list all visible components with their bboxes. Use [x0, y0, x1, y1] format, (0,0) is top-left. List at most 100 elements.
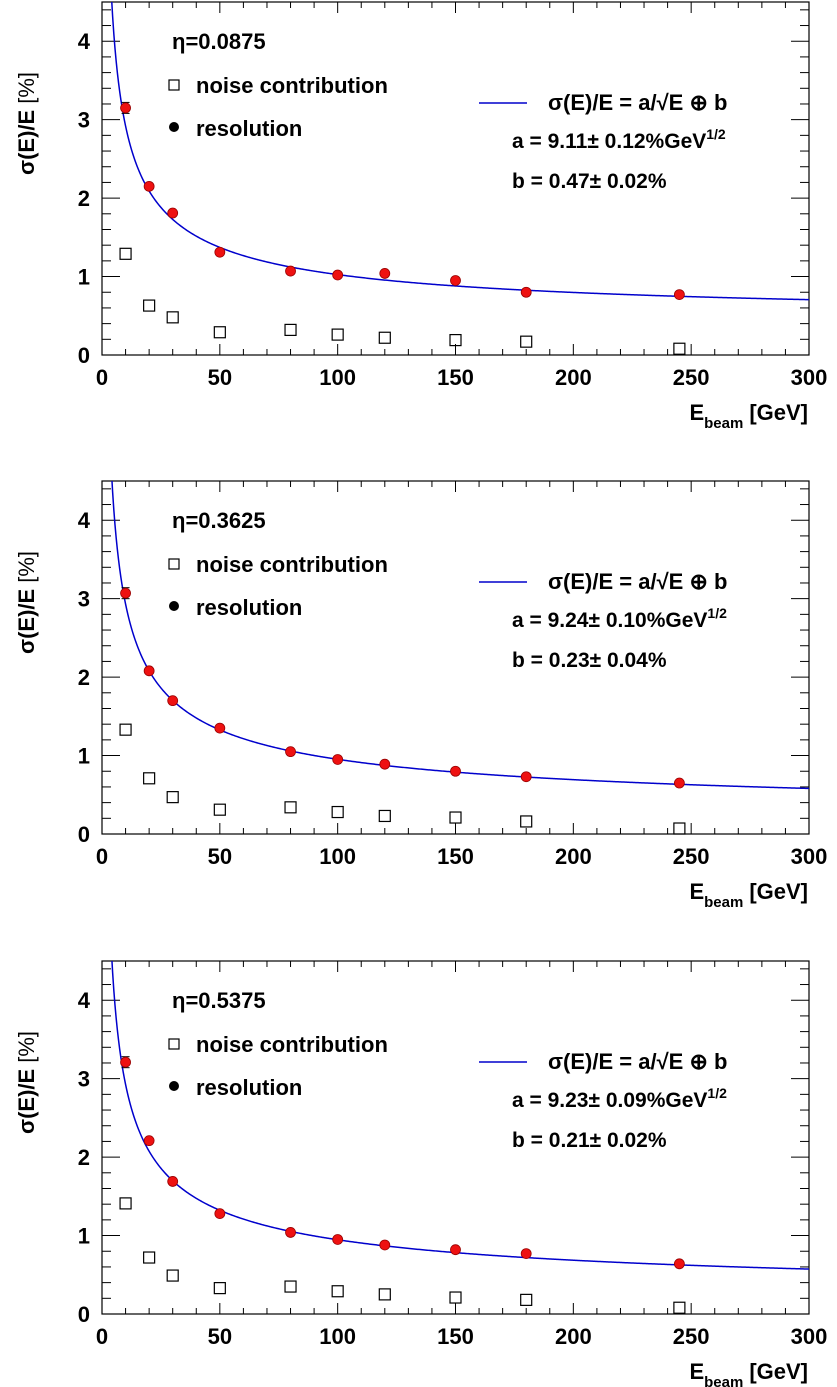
chart-panel-1: 0 50 100 150 200 250 300 0 1 2 3 4 η=0.0875 noise con…: [14, 1, 827, 432]
legend-noise-label: noise contribution: [196, 552, 388, 577]
x-tick-label: 50: [208, 365, 232, 390]
y-tick-label: 3: [78, 108, 90, 133]
y-axis-title: σ(E)/E [%]: [14, 1031, 39, 1134]
noise-point: [284, 323, 297, 336]
y-axis-title-unit: [%]: [14, 1031, 39, 1063]
y-tick-label: 2: [78, 186, 90, 211]
x-tick-label: 50: [208, 844, 232, 869]
x-axis-title-unit: [GeV]: [749, 1359, 808, 1384]
x-tick-label: 0: [96, 1324, 108, 1349]
resolution-point: [520, 1248, 532, 1259]
legend-fit-formula: σ(E)/E = a/√E ⊕ b: [548, 90, 727, 115]
chart-panel-3: 0 50 100 150 200 250 300 0 1 2 3 4 η=0.5375 noise con…: [14, 960, 828, 1387]
noise-point: [520, 335, 533, 348]
resolution-point: [520, 771, 532, 783]
noise-point: [449, 333, 462, 347]
noise-point: [143, 299, 156, 312]
y-tick-label: 3: [78, 587, 90, 612]
x-axis-title-subscript: beam: [704, 415, 743, 432]
resolution-point: [285, 1227, 296, 1238]
x-tick-label: 250: [673, 365, 710, 390]
resolution-point: [214, 722, 226, 734]
fit-param-a: a = 9.24± 0.10%GeV1/2: [512, 605, 727, 632]
fit-param-a-text: a = 9.23± 0.09%GeV: [512, 1089, 707, 1112]
plot-frame: [101, 480, 810, 835]
noise-point: [119, 1197, 132, 1210]
resolution-point: [285, 746, 296, 758]
noise-point: [673, 342, 686, 355]
y-axis-title: σ(E)/E [%]: [14, 551, 39, 654]
y-tick-label: 0: [78, 1302, 90, 1327]
resolution-point: [673, 777, 685, 789]
y-tick-label: 4: [78, 508, 91, 533]
x-tick-label: 100: [319, 1324, 356, 1349]
resolution-point: [143, 180, 155, 192]
x-tick-label: 150: [437, 844, 474, 869]
y-axis-title: σ(E)/E [%]: [14, 72, 39, 175]
x-tick-label: 300: [791, 1324, 828, 1349]
x-tick-label: 150: [437, 365, 474, 390]
resolution-point: [379, 758, 391, 770]
resolution-point: [673, 1258, 685, 1270]
x-axis-title-subscript: beam: [704, 1374, 743, 1387]
noise-point: [520, 1293, 533, 1306]
y-axis-title-quantity: σ(E)/E: [14, 589, 39, 654]
noise-point: [378, 331, 391, 344]
x-tick-label: 200: [555, 1324, 592, 1349]
eta-label: η=0.3625: [172, 508, 266, 533]
x-tick-label: 150: [437, 1324, 474, 1349]
x-axis-title: Ebeam [GeV]: [689, 879, 808, 911]
resolution-point: [332, 269, 344, 281]
fit-param-a-text: a = 9.24± 0.10%GeV: [512, 609, 707, 632]
noise-point: [284, 1280, 297, 1293]
x-tick-label: 250: [673, 1324, 710, 1349]
legend-resolution-label: resolution: [196, 1075, 302, 1100]
fit-param-a: a = 9.23± 0.09%GeV1/2: [512, 1085, 727, 1112]
resolution-point: [167, 207, 179, 219]
resolution-point: [143, 1135, 155, 1147]
resolution-point: [673, 289, 685, 300]
resolution-point: [120, 587, 131, 599]
x-tick-label: 300: [791, 844, 828, 869]
noise-point: [378, 1288, 391, 1301]
plot-frame: [101, 960, 810, 1315]
y-tick-label: 3: [78, 1067, 90, 1092]
fit-param-a-unit-exponent: 1/2: [707, 605, 727, 621]
x-tick-label: 100: [319, 844, 356, 869]
x-tick-label: 0: [96, 365, 108, 390]
noise-point: [284, 801, 297, 814]
legend-noise-label: noise contribution: [196, 73, 388, 98]
fit-param-b: b = 0.47± 0.02%: [512, 170, 667, 193]
x-tick-label: 0: [96, 844, 108, 869]
noise-point: [378, 809, 391, 823]
noise-point: [119, 247, 132, 260]
legend-noise-marker: [168, 1038, 180, 1050]
x-tick-label: 200: [555, 844, 592, 869]
y-tick-label: 0: [78, 343, 90, 368]
y-tick-label: 4: [78, 988, 91, 1013]
y-tick-label: 4: [78, 29, 91, 54]
noise-point: [449, 1291, 462, 1304]
resolution-point: [450, 275, 461, 286]
resolution-point: [120, 102, 131, 114]
y-axis-title-unit: [%]: [14, 72, 39, 104]
x-tick-label: 200: [555, 365, 592, 390]
resolution-point: [520, 286, 532, 298]
legend-noise-marker: [168, 558, 180, 570]
resolution-point: [379, 1239, 391, 1251]
plot-frame: [101, 1, 810, 356]
legend-resolution-label: resolution: [196, 116, 302, 141]
noise-point: [213, 803, 226, 816]
resolution-point: [285, 265, 296, 277]
noise-point: [166, 791, 179, 804]
noise-point: [143, 772, 156, 785]
y-tick-label: 2: [78, 1145, 90, 1170]
resolution-point: [120, 1056, 131, 1068]
resolution-point: [379, 268, 391, 279]
x-axis-title-subscript: beam: [704, 894, 743, 911]
x-axis-title: Ebeam [GeV]: [689, 1359, 808, 1387]
x-axis-title-symbol: E: [689, 1359, 704, 1384]
legend-resolution-marker: [169, 601, 179, 611]
legend-noise-marker: [168, 79, 180, 91]
